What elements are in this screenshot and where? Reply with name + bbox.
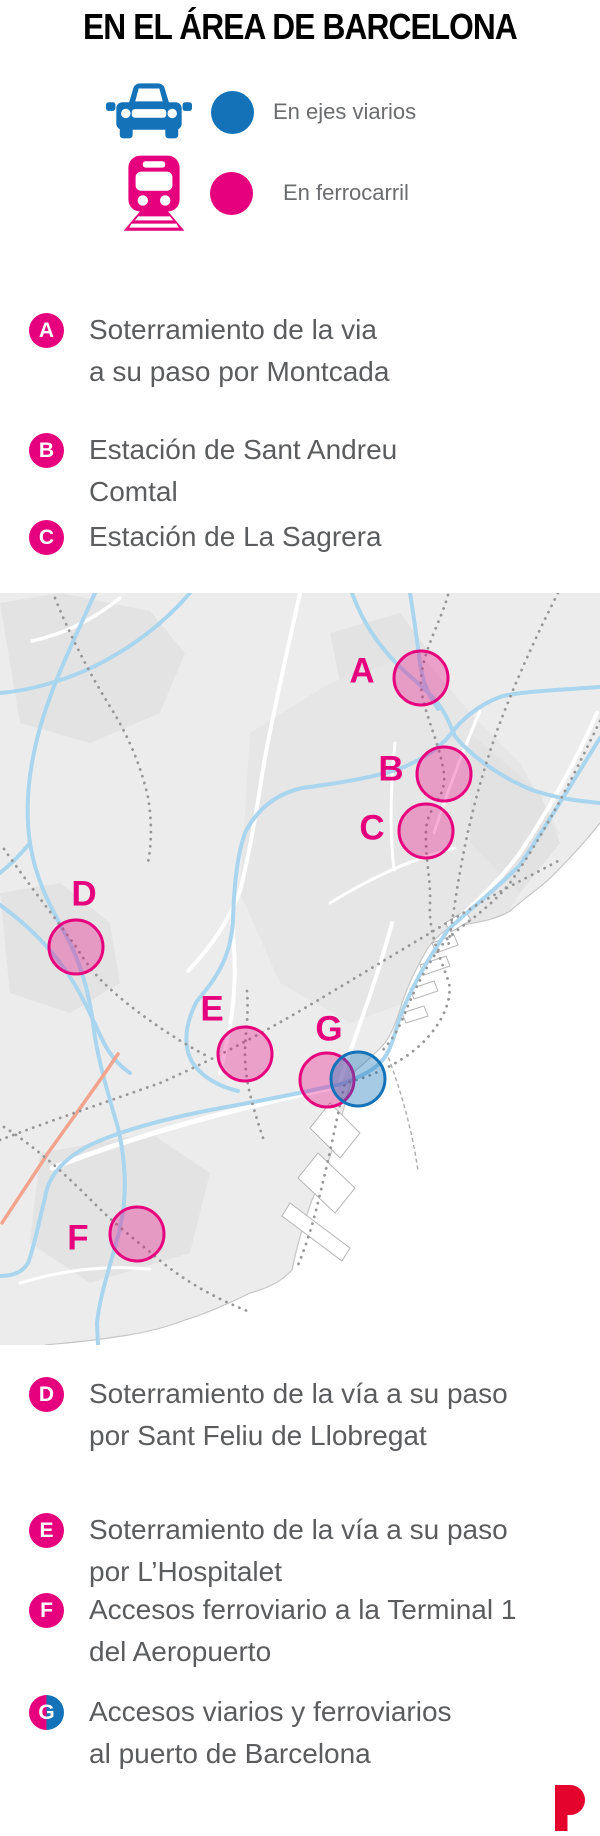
map-marker-label-G: G — [315, 1010, 342, 1049]
legend-dot-rail — [210, 172, 253, 215]
newspaper-logo — [555, 1785, 585, 1831]
car-icon — [106, 83, 192, 139]
map-marker-circle-F-rail — [108, 1205, 166, 1263]
page-title: EN EL ÁREA DE BARCELONA — [83, 6, 518, 47]
map-marker-label-F: F — [67, 1219, 88, 1258]
item-text-line: Soterramiento de la vía a su paso — [89, 1378, 508, 1409]
map-marker-label-B: B — [378, 750, 403, 789]
item-text: Estación de Sant Andreu Comtal — [89, 429, 594, 513]
map-marker-circle-G-rail — [298, 1051, 356, 1109]
item-badge-D: D — [29, 1377, 64, 1412]
legend-label-rail: En ferrocarril — [283, 180, 409, 205]
item-text-line: Comtal — [89, 476, 178, 507]
train-icon — [123, 155, 185, 231]
item-badge-B: B — [29, 433, 64, 468]
item-badge-C: C — [29, 520, 64, 555]
map-marker-circle-C-rail — [397, 802, 455, 860]
map-marker-circle-G-road — [329, 1050, 387, 1108]
legend-label-road: En ejes viarios — [273, 99, 417, 124]
item-text-line: del Aeropuerto — [89, 1636, 272, 1667]
map-marker-circle-B-rail — [415, 745, 473, 803]
item-text-line: por Sant Feliu de Llobregat — [89, 1420, 427, 1451]
item-text: Estación de La Sagrera — [89, 516, 594, 558]
map-markers: A BC D E F G — [47, 649, 473, 1263]
item-badge-F: F — [29, 1593, 64, 1628]
map-marker-circle-E-rail — [216, 1025, 274, 1083]
map-marker-circle-A-rail — [392, 649, 450, 707]
map-marker-label-C: C — [359, 809, 384, 848]
item-text-line: por L’Hospitalet — [89, 1556, 283, 1587]
item-badge-A: A — [29, 313, 64, 348]
map-marker-label-E: E — [200, 990, 223, 1029]
item-text-line: al puerto de Barcelona — [89, 1738, 371, 1769]
item-text-line: Accesos ferroviario a la Terminal 1 — [89, 1594, 517, 1625]
item-text-line: Estación de La Sagrera — [89, 521, 382, 552]
item-text-line: Soterramiento de la via — [89, 314, 377, 345]
item-text-line: a su paso por Montcada — [89, 356, 390, 387]
item-text: Soterramiento de la vía a su paso por L’H… — [89, 1509, 594, 1593]
item-text: Accesos viarios y ferroviarios al puerto … — [89, 1691, 594, 1775]
item-text: Soterramiento de la via a su paso por Mon… — [89, 309, 594, 393]
item-text-line: Estación de Sant Andreu — [89, 434, 398, 465]
map-marker-label-D: D — [71, 875, 96, 914]
item-badge-G: G — [29, 1695, 64, 1730]
legend-dot-road — [211, 91, 254, 134]
item-text: Soterramiento de la vía a su paso por San… — [89, 1373, 594, 1457]
item-text-line: Soterramiento de la vía a su paso — [89, 1514, 508, 1545]
map-graphic: A BC D E F G — [0, 593, 600, 1345]
map-marker-circle-D-rail — [47, 918, 105, 976]
item-text-line: Accesos viarios y ferroviarios — [89, 1696, 452, 1727]
item-text: Accesos ferroviario a la Terminal 1 del A… — [89, 1589, 594, 1673]
item-badge-E: E — [29, 1513, 64, 1548]
map-marker-label-A: A — [349, 652, 374, 691]
